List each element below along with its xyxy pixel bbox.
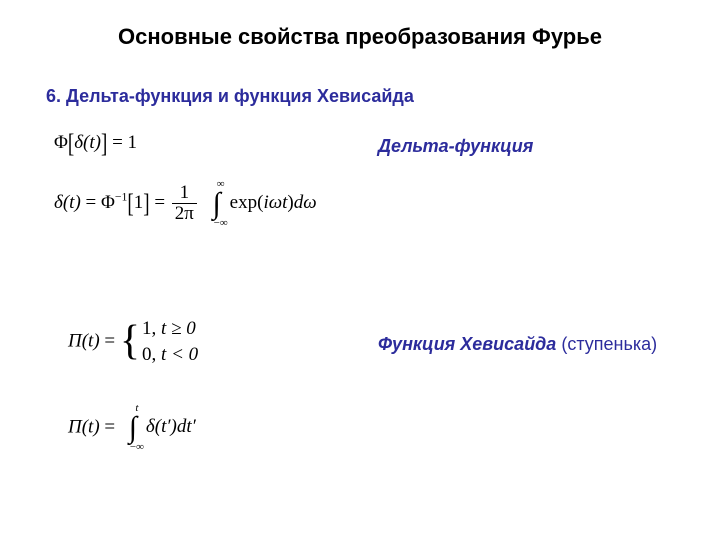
phi-inv-arg: 1	[134, 192, 144, 213]
piecewise-brace: { 1, t ≥ 0 0, t < 0	[120, 316, 198, 367]
formula-heaviside-integral: Π(t) = t ∫ −∞ δ(t′)dt′	[68, 402, 196, 453]
heaviside-bold: Функция Хевисайда	[378, 334, 556, 354]
section-heading: 6. Дельта-функция и функция Хевисайда	[46, 86, 414, 107]
case1-val: 1,	[142, 318, 156, 339]
case2-cond: t < 0	[161, 344, 198, 365]
hv-integrand: δ(t′)dt′	[146, 416, 196, 437]
hv-int-lhs: Π(t)	[68, 417, 104, 438]
heaviside-subheading: Функция Хевисайда (ступенька)	[378, 334, 657, 355]
formula-heaviside-def: Π(t) = { 1, t ≥ 0 0, t < 0	[68, 316, 198, 367]
section-text: Дельта-функция и функция Хевисайда	[66, 86, 414, 106]
exp-arg: iωt	[263, 192, 287, 213]
frac-den: 2π	[172, 203, 197, 224]
hv-lhs: Π(t)	[68, 331, 104, 352]
formula-delta-transform: Φ[δ(t)] = 1	[54, 132, 137, 156]
phi-inv-sup: −1	[115, 191, 128, 204]
section-number: 6.	[46, 86, 61, 106]
phi-inv-op: Φ	[101, 192, 115, 213]
hv-int-lower: −∞	[130, 441, 144, 453]
delta-subheading: Дельта-функция	[378, 136, 533, 157]
integral-symbol: ∞ ∫ −∞	[206, 178, 228, 229]
d-omega: dω	[294, 192, 317, 213]
phi-operator: Φ	[54, 132, 68, 153]
delta-arg: δ(t)	[74, 132, 101, 153]
page-title: Основные свойства преобразования Фурье	[0, 24, 720, 50]
int-lower: −∞	[214, 217, 228, 229]
delta-lhs: δ(t)	[54, 192, 81, 213]
case2-val: 0,	[142, 344, 156, 365]
formula-delta-inverse: δ(t) = Φ−1[1] = 1 2π ∞ ∫ −∞ exp(iωt)dω	[54, 178, 317, 229]
fraction-one-over-2pi: 1 2π	[172, 183, 197, 224]
hv-integral-symbol: t ∫ −∞	[122, 402, 144, 453]
heaviside-paren: (ступенька)	[556, 334, 657, 354]
delta-rhs: 1	[128, 132, 138, 153]
exp-pre: exp(	[230, 192, 264, 213]
case1-cond: t ≥ 0	[161, 318, 196, 339]
frac-num: 1	[172, 183, 197, 203]
